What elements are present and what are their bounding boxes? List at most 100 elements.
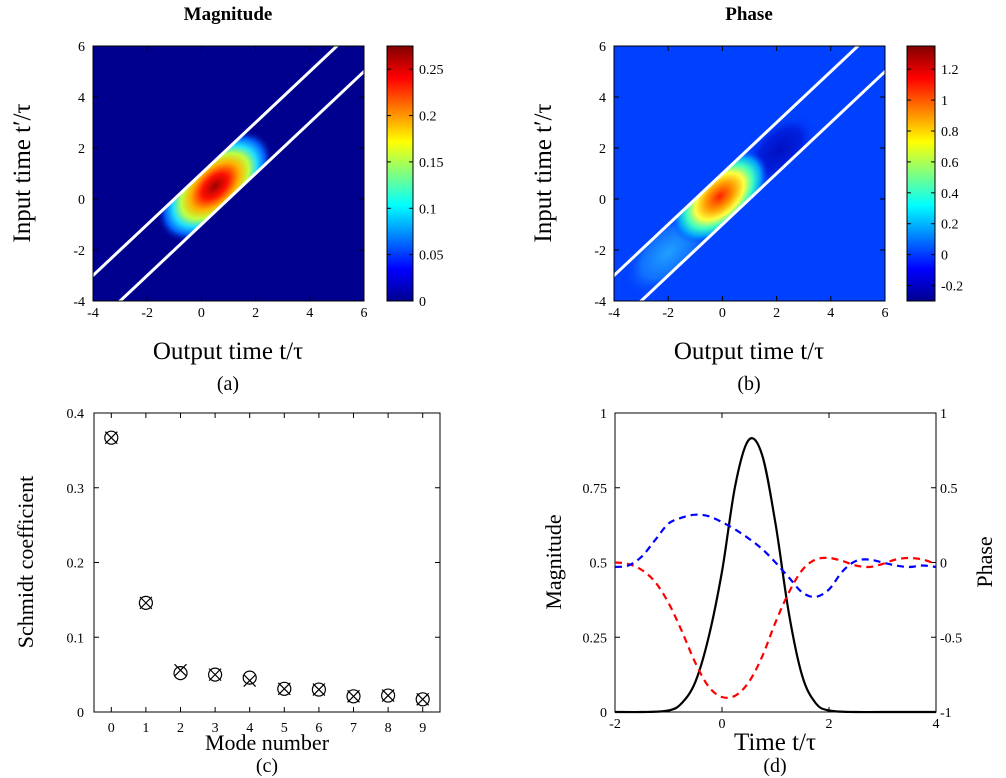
- panel-c-schmidt-coefficients: 0 1 2 3 4 5 6 7 8 9 0 0.1 0.2 0.3 0.4 Mode number Schm…: [13, 407, 441, 777]
- panel-b-band-line: [614, 46, 861, 278]
- panel-b-y-axis-label: Input time t′/τ: [530, 103, 557, 242]
- panel-b-frame: [613, 45, 886, 302]
- panel-b-phase-map: Phase -4 -2 0 2 4 6 -4 -2 0 2 4 6 Output time t/τ I…: [530, 4, 963, 395]
- magnitude-peak: [157, 130, 273, 243]
- panel-d-y-tick-label: 0.75: [583, 482, 608, 497]
- panel-a-x-tick-label: 4: [306, 306, 313, 321]
- panel-d-y-axis-label: Magnitude: [541, 514, 566, 609]
- panel-b-y-tick-label: -4: [594, 295, 606, 310]
- panel-c-x-tick-label: 7: [350, 721, 357, 736]
- panel-a-colorbar-tick-label: 0.05: [419, 249, 444, 264]
- panel-d-output-mode: -2 0 2 400.250.50.751-1-0.500.51 Time t/τ M…: [541, 407, 997, 777]
- panel-a-band-line: [117, 69, 364, 301]
- panel-b-x-tick-label: 0: [719, 306, 726, 321]
- panel-a-magnitude-map: Magnitude -4 -2 0 2 4 6 -4 -2 0 2 4 6 Output time t…: [9, 4, 444, 395]
- panel-c-x-tick-label: 0: [108, 721, 115, 736]
- panel-c-x-tick-label: 4: [246, 721, 253, 736]
- panel-a-x-tick-label: 0: [198, 306, 205, 321]
- panel-d-x-tick-label: -2: [609, 717, 621, 732]
- schmidt-point-cross: [243, 674, 257, 688]
- panel-b-y-tick-label: 4: [599, 91, 606, 106]
- schmidt-point-circle: [138, 595, 153, 610]
- panel-b-y-tick-label: 0: [599, 193, 606, 208]
- panel-b-y-tick-label: 2: [599, 142, 606, 157]
- phase-line-red: [614, 556, 937, 699]
- panel-d-y-tick-label: 0: [600, 706, 607, 721]
- panel-a-y-tick-label: 6: [78, 40, 85, 55]
- panel-a-x-axis-label: Output time t/τ: [153, 338, 303, 365]
- schmidt-point-cross: [416, 692, 430, 706]
- panel-c-x-tick-label: 5: [281, 721, 288, 736]
- panel-b-colorbar-tick-label: 0.4: [941, 187, 959, 202]
- panel-d-x-tick-label: 4: [933, 717, 940, 732]
- phase-line-blue: [614, 513, 937, 599]
- panel-a-y-tick-label: 2: [78, 142, 85, 157]
- magnitude-line: [614, 437, 936, 714]
- panel-b-x-tick-label: 6: [882, 306, 889, 321]
- panel-d-y-tick-label: 0.25: [583, 631, 608, 646]
- panel-b-colorbar-tick-label: 0: [941, 249, 948, 264]
- panel-c-x-tick-label: 8: [385, 721, 392, 736]
- schmidt-point-circle: [381, 688, 396, 703]
- panel-c-y-axis-label: Schmidt coefficient: [13, 476, 38, 649]
- schmidt-point-circle: [208, 667, 223, 682]
- schmidt-point-circle: [277, 681, 292, 696]
- panel-a-colorbar-tick-label: 0.15: [419, 156, 444, 171]
- schmidt-point-circle: [311, 682, 326, 697]
- panel-b-x-tick-label: 2: [773, 306, 780, 321]
- panel-c-label: (c): [256, 755, 278, 777]
- panel-d-y2-tick-label: 0.5: [940, 482, 958, 497]
- panel-b-band-line: [638, 69, 885, 301]
- panel-d-y2-tick-label: -1: [940, 706, 952, 721]
- panel-a-colorbar-tick-label: 0.2: [419, 110, 437, 125]
- panel-c-x-axis-label: Mode number: [205, 730, 330, 755]
- panel-b-colorbar-tick-label: 1.2: [941, 63, 959, 78]
- schmidt-point-cross: [104, 431, 118, 445]
- schmidt-point-cross: [208, 668, 222, 682]
- panel-c-x-tick-label: 1: [142, 721, 149, 736]
- panel-b-colorbar-tick-label: 1: [941, 94, 948, 109]
- panel-a-x-tick-label: 6: [361, 306, 368, 321]
- panel-c-y-tick-label: 0.2: [67, 557, 85, 572]
- panel-a-band-line: [93, 46, 340, 278]
- panel-a-colorbar-tick-label: 0: [419, 295, 426, 310]
- schmidt-point-cross: [174, 663, 187, 677]
- schmidt-point-cross: [277, 682, 291, 696]
- panel-c-x-tick-label: 3: [212, 721, 219, 736]
- panel-a-colorbar-tick-label: 0.1: [419, 202, 437, 217]
- panel-a-y-tick-label: 4: [78, 91, 85, 106]
- panel-b-colorbar-tick-label: 0.6: [941, 156, 959, 171]
- panel-b-colorbar-tick-label: -0.2: [941, 280, 963, 295]
- panel-d-y2-axis-label: Phase: [972, 536, 997, 587]
- schmidt-point-circle: [242, 670, 257, 685]
- panel-a-colorbar: [386, 45, 414, 302]
- panel-b-y-tick-label: 6: [599, 40, 606, 55]
- panel-c-frame: [93, 412, 441, 713]
- panel-c-y-tick-label: 0.4: [67, 407, 85, 422]
- panel-a-label: (a): [217, 373, 239, 395]
- panel-a-y-tick-label: -2: [73, 244, 85, 259]
- panel-d-y2-tick-label: -0.5: [940, 631, 962, 646]
- panel-d-y-tick-label: 1: [600, 407, 607, 422]
- panel-b-x-tick-label: 4: [827, 306, 834, 321]
- schmidt-point-circle: [415, 692, 430, 707]
- schmidt-point-cross: [381, 689, 395, 702]
- panel-d-y2-tick-label: 0: [940, 557, 947, 572]
- panel-d-x-tick-label: 2: [826, 717, 833, 732]
- panel-c-y-tick-label: 0.1: [67, 631, 85, 646]
- schmidt-point-circle: [104, 430, 119, 445]
- panel-a-x-tick-label: -4: [87, 306, 99, 321]
- panel-d-label: (d): [763, 755, 786, 777]
- panel-d-y2-tick-label: 1: [940, 407, 947, 422]
- panel-d-y-tick-label: 0.5: [590, 557, 608, 572]
- panel-a-title: Magnitude: [184, 4, 273, 25]
- panel-a-y-axis-label: Input time t′/τ: [9, 103, 36, 242]
- panel-a-colorbar-tick-label: 0.25: [419, 63, 444, 78]
- panel-b-x-axis-label: Output time t/τ: [674, 338, 824, 365]
- panel-c-y-tick-label: 0.3: [67, 482, 85, 497]
- schmidt-point-cross: [312, 683, 326, 696]
- panel-d-x-axis-label: Time t/τ: [734, 729, 816, 756]
- panel-b-colorbar-tick-label: 0.8: [941, 125, 959, 140]
- panel-b-x-tick-label: -2: [662, 306, 674, 321]
